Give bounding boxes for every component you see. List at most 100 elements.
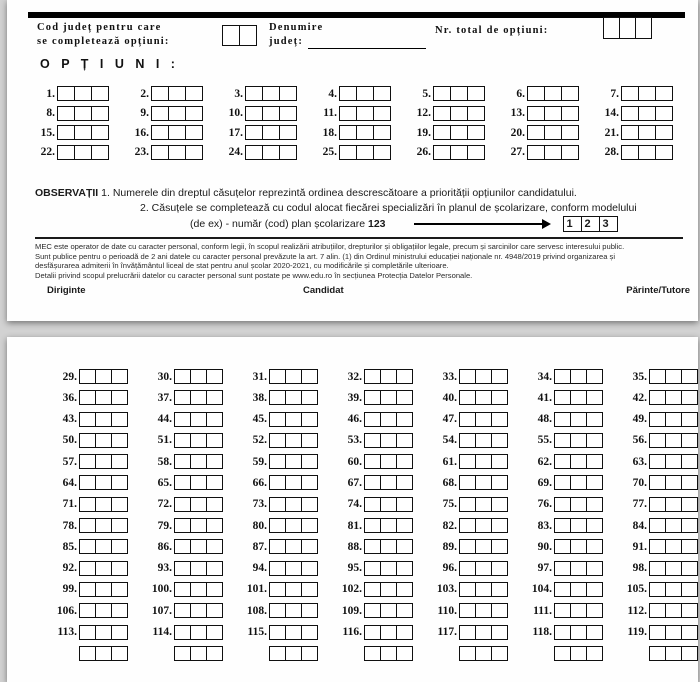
code-cell[interactable] <box>191 625 207 639</box>
code-cell[interactable] <box>555 497 571 511</box>
code-cell[interactable] <box>545 126 562 139</box>
option-code-box[interactable] <box>554 518 603 534</box>
code-cell[interactable] <box>682 391 697 404</box>
option-code-box[interactable] <box>459 496 508 512</box>
option-code-box[interactable] <box>527 105 579 121</box>
code-cell[interactable] <box>207 434 222 447</box>
code-cell[interactable] <box>96 455 112 469</box>
code-cell[interactable] <box>682 583 697 596</box>
code-cell[interactable] <box>397 498 412 511</box>
code-cell[interactable] <box>112 476 127 489</box>
option-code-box[interactable] <box>433 105 485 121</box>
code-cell[interactable] <box>286 497 302 511</box>
code-cell[interactable] <box>302 647 317 660</box>
code-cell[interactable] <box>365 561 381 575</box>
option-code-box[interactable] <box>649 624 698 640</box>
option-code-box[interactable] <box>174 603 223 619</box>
code-cell[interactable] <box>571 519 587 533</box>
code-cell[interactable] <box>96 391 112 405</box>
option-code-box[interactable] <box>269 475 318 491</box>
option-code-box[interactable] <box>433 144 485 160</box>
code-cell[interactable] <box>112 391 127 404</box>
code-cell[interactable] <box>460 455 476 469</box>
code-cell[interactable] <box>656 146 672 159</box>
code-cell[interactable] <box>96 582 112 596</box>
code-cell[interactable] <box>112 413 127 426</box>
code-cell[interactable] <box>175 625 191 639</box>
option-code-box[interactable] <box>57 125 109 140</box>
code-cell[interactable] <box>112 519 127 532</box>
code-cell[interactable] <box>666 455 682 469</box>
code-cell[interactable] <box>270 433 286 447</box>
code-cell[interactable] <box>587 562 602 575</box>
code-cell[interactable] <box>80 370 96 383</box>
code-cell[interactable] <box>476 540 492 554</box>
code-cell[interactable] <box>207 604 222 617</box>
code-cell[interactable] <box>587 434 602 447</box>
code-cell[interactable] <box>186 146 202 159</box>
code-cell[interactable] <box>302 391 317 404</box>
code-cell[interactable] <box>302 626 317 639</box>
code-cell[interactable] <box>492 370 507 383</box>
code-cell[interactable] <box>381 582 397 596</box>
option-code-box[interactable] <box>57 105 109 121</box>
code-cell[interactable] <box>340 145 357 159</box>
code-cell[interactable] <box>365 540 381 554</box>
code-cell[interactable] <box>80 540 96 554</box>
option-code-box[interactable] <box>527 125 579 140</box>
code-cell[interactable] <box>175 497 191 511</box>
code-cell[interactable] <box>381 540 397 554</box>
code-cell[interactable] <box>302 519 317 532</box>
code-cell[interactable] <box>666 582 682 596</box>
code-cell[interactable] <box>263 87 280 100</box>
option-code-box[interactable] <box>269 603 318 619</box>
code-cell[interactable] <box>191 370 207 383</box>
code-cell[interactable] <box>286 391 302 405</box>
code-cell[interactable] <box>340 87 357 100</box>
code-cell[interactable] <box>587 540 602 553</box>
code-cell[interactable] <box>96 476 112 490</box>
code-cell[interactable] <box>555 370 571 383</box>
code-cell[interactable] <box>80 433 96 447</box>
code-cell[interactable] <box>80 604 96 618</box>
code-cell[interactable] <box>622 126 639 139</box>
option-code-box[interactable] <box>364 624 413 640</box>
code-cell[interactable] <box>365 625 381 639</box>
code-cell[interactable] <box>80 561 96 575</box>
code-cell[interactable] <box>357 87 374 100</box>
code-cell[interactable] <box>286 370 302 383</box>
code-cell[interactable] <box>270 412 286 426</box>
option-code-box[interactable] <box>245 125 297 140</box>
option-code-box[interactable] <box>364 369 413 384</box>
option-code-box[interactable] <box>364 645 413 661</box>
code-cell[interactable] <box>191 497 207 511</box>
option-code-box[interactable] <box>459 539 508 555</box>
code-cell[interactable] <box>476 604 492 618</box>
option-code-box[interactable] <box>459 560 508 576</box>
code-cell[interactable] <box>207 476 222 489</box>
code-cell[interactable] <box>374 146 390 159</box>
code-cell[interactable] <box>476 582 492 596</box>
code-cell[interactable] <box>286 561 302 575</box>
code-cell[interactable] <box>175 646 191 660</box>
code-cell[interactable] <box>682 626 697 639</box>
code-cell[interactable] <box>682 434 697 447</box>
code-cell[interactable] <box>381 497 397 511</box>
option-code-box[interactable] <box>174 496 223 512</box>
option-code-box[interactable] <box>554 560 603 576</box>
code-cell[interactable] <box>650 519 666 533</box>
option-code-box[interactable] <box>151 125 203 140</box>
code-cell[interactable] <box>270 604 286 618</box>
option-code-box[interactable] <box>174 390 223 406</box>
code-cell[interactable] <box>571 497 587 511</box>
option-code-box[interactable] <box>621 105 673 121</box>
code-cell[interactable] <box>96 646 112 660</box>
code-cell[interactable] <box>397 562 412 575</box>
option-code-box[interactable] <box>79 432 128 448</box>
code-cell[interactable] <box>96 625 112 639</box>
code-cell[interactable] <box>286 455 302 469</box>
code-cell[interactable] <box>587 583 602 596</box>
code-cell[interactable] <box>286 582 302 596</box>
code-cell[interactable] <box>476 519 492 533</box>
code-cell[interactable] <box>75 126 92 139</box>
